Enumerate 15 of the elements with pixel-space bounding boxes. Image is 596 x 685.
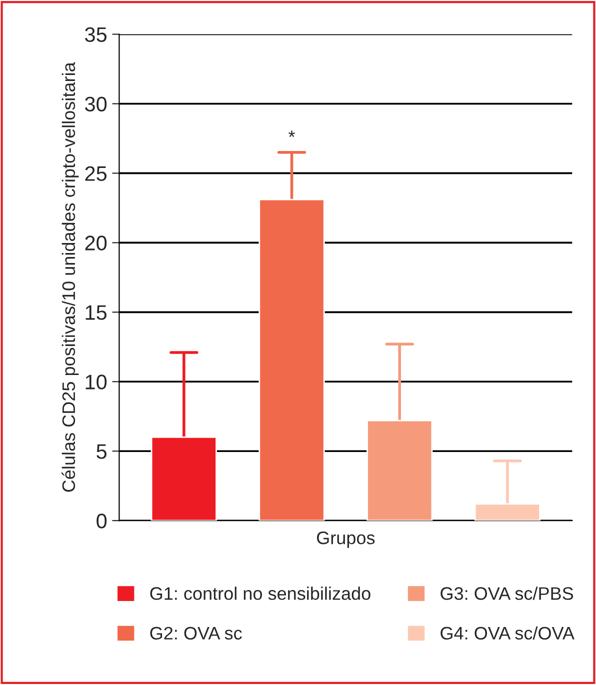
y-axis-title: Células CD25 positivas/10 unidades cripto-vellositaria: [62, 62, 79, 492]
y-tick-label: 15: [86, 305, 107, 320]
y-tick-label: 10: [86, 374, 107, 390]
y-tick-label: 30: [85, 96, 107, 112]
legend-label: G4: OVA sc/OVA: [440, 626, 574, 640]
legend-label: G3: OVA sc/PBS: [440, 586, 574, 600]
y-tick-label: 0: [96, 514, 107, 528]
y-tick-label: 20: [85, 236, 107, 250]
y-tick-label: 35: [85, 27, 107, 42]
legend-label: G2: OVA sc: [150, 626, 242, 640]
y-tick-label: 5: [96, 444, 107, 459]
x-axis-title: Grupos: [316, 531, 375, 548]
annotation: *: [288, 130, 295, 137]
legend-label: G1: control no sensibilizado: [150, 586, 370, 600]
y-tick-label: 25: [85, 166, 107, 181]
